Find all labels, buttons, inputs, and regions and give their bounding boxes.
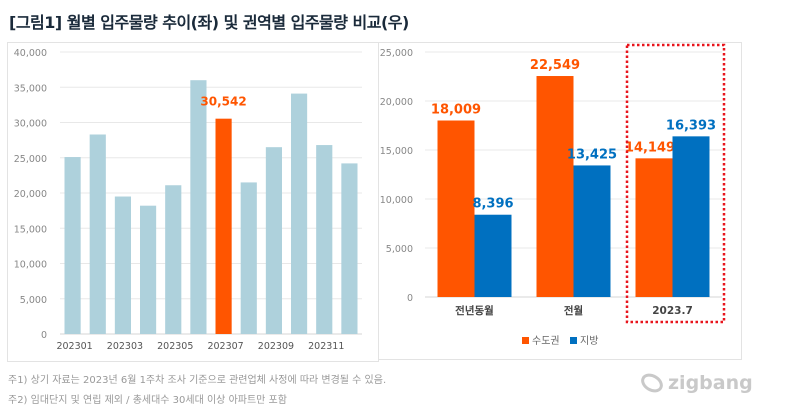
y-tick-label: 5,000 — [20, 295, 47, 306]
x-tick-label: 202303 — [107, 341, 143, 352]
x-tick-label: 202305 — [157, 341, 193, 352]
bar-202305 — [165, 185, 182, 334]
highlight-data-label: 30,542 — [200, 95, 246, 109]
legend-label: 지방 — [580, 335, 598, 347]
data-label: 14,149 — [625, 140, 675, 155]
bar-202301 — [64, 157, 81, 334]
bar-수도권-전월 — [536, 76, 574, 297]
data-label: 8,396 — [472, 197, 513, 212]
x-category-label: 전월 — [564, 304, 583, 317]
y-tick-label: 15,000 — [14, 224, 47, 235]
zigbang-logo-icon — [641, 373, 663, 393]
y-tick-label: 30,000 — [14, 119, 47, 130]
y-tick-label: 20,000 — [14, 189, 47, 200]
y-tick-label: 10,000 — [14, 260, 47, 271]
bar-202304 — [140, 205, 157, 334]
logo-text: zigbang — [668, 372, 753, 394]
y-tick-label: 20,000 — [380, 97, 413, 108]
bar-202302 — [89, 134, 106, 334]
bar-지방-전년동월 — [474, 214, 512, 297]
bar-202306 — [190, 80, 207, 334]
y-tick-label: 35,000 — [14, 83, 47, 94]
bar-수도권-전년동월 — [437, 120, 475, 297]
y-tick-label: 10,000 — [380, 195, 413, 206]
data-label: 13,425 — [567, 147, 617, 162]
bar-202303 — [114, 196, 131, 334]
bar-지방-2023.7 — [672, 136, 710, 297]
footnote-1: 주1) 상기 자료는 2023년 6월 1주차 조사 기준으로 관련업체 사정에… — [8, 375, 387, 386]
footnote-2: 주2) 임대단지 및 연립 제외 / 총세대수 30세대 이상 아파트만 포함 — [8, 395, 287, 406]
y-tick-label: 0 — [41, 330, 47, 341]
x-tick-label: 202301 — [56, 341, 92, 352]
data-label: 22,549 — [530, 58, 580, 73]
data-label: 16,393 — [666, 118, 716, 133]
data-label: 18,009 — [431, 103, 481, 118]
y-tick-label: 25,000 — [14, 154, 47, 165]
zigbang-logo: zigbang — [640, 372, 753, 394]
bar-202311 — [316, 145, 333, 334]
bar-202308 — [240, 182, 257, 334]
bar-202310 — [291, 93, 308, 334]
x-category-label: 2023.7 — [652, 305, 693, 317]
x-category-label: 전년동월 — [455, 304, 494, 317]
bar-202307 — [215, 118, 232, 335]
figure-title: [그림1] 월별 입주물량 추이(좌) 및 권역별 입주물량 비교(우) — [9, 13, 409, 32]
legend-label: 수도권 — [532, 335, 560, 347]
bar-202312 — [341, 163, 358, 334]
x-tick-label: 202307 — [207, 341, 243, 352]
legend-swatch-지방 — [570, 337, 577, 344]
bar-지방-전월 — [573, 165, 611, 297]
highlight-box — [625, 43, 726, 324]
bar-수도권-2023.7 — [635, 158, 673, 297]
bar-202309 — [265, 147, 282, 334]
y-tick-label: 40,000 — [14, 48, 47, 59]
y-tick-label: 5,000 — [386, 244, 413, 255]
legend-swatch-수도권 — [522, 337, 529, 344]
y-tick-label: 15,000 — [380, 146, 413, 157]
y-tick-label: 25,000 — [380, 48, 413, 59]
x-tick-label: 202311 — [308, 341, 344, 352]
x-tick-label: 202309 — [258, 341, 294, 352]
y-tick-label: 0 — [407, 293, 413, 304]
